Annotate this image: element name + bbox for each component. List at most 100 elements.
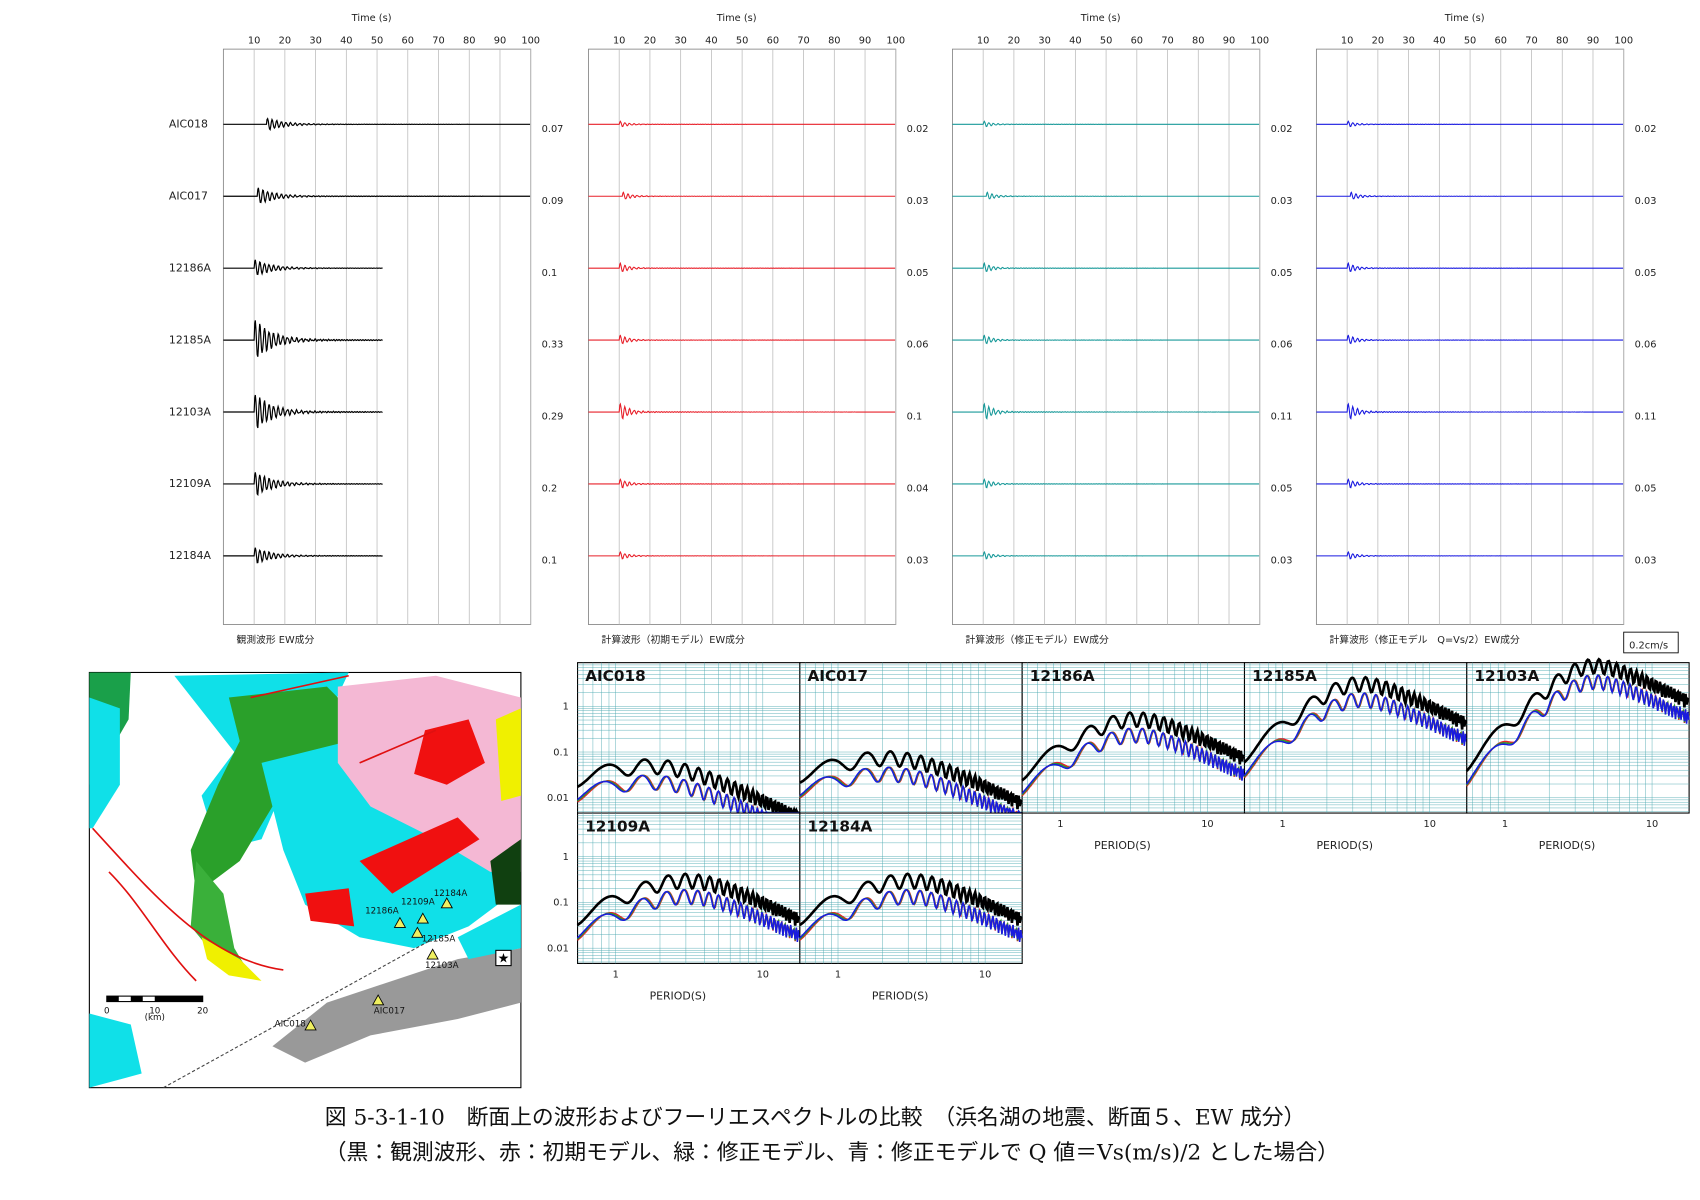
caption-line: （黒：観測波形、赤：初期モデル、緑：修正モデル、青：修正モデルで Q 値＝Vs(… bbox=[325, 1141, 1339, 1166]
spectrum-curve bbox=[799, 888, 1023, 943]
amplitude-label: 0.1 bbox=[907, 412, 923, 423]
amplitude-label: 0.05 bbox=[1271, 268, 1293, 279]
waveform-trace bbox=[1316, 402, 1624, 420]
amplitude-label: 0.03 bbox=[1271, 555, 1293, 566]
station-label: AIC017 bbox=[169, 190, 208, 203]
panel-caption: 計算波形（修正モデル）EW成分 bbox=[966, 633, 1109, 646]
x-tick-label: 80 bbox=[828, 36, 840, 47]
y-tick-label: 1 bbox=[563, 702, 569, 713]
amplitude-label: 0.05 bbox=[907, 268, 929, 279]
x-axis-label: PERIOD(S) bbox=[1316, 839, 1373, 852]
amplitude-label: 0.06 bbox=[1635, 340, 1657, 351]
amplitude-label: 0.03 bbox=[907, 555, 929, 566]
map-label: AIC018 bbox=[275, 1020, 306, 1030]
axis-title: Time (s) bbox=[1080, 13, 1121, 24]
station-marker bbox=[304, 1019, 317, 1031]
waveform-trace bbox=[223, 259, 383, 276]
x-tick-label: 30 bbox=[309, 36, 321, 47]
amplitude-label: 0.07 bbox=[542, 124, 564, 135]
x-tick-label: 80 bbox=[1192, 36, 1204, 47]
panel-caption: 計算波形（初期モデル）EW成分 bbox=[602, 633, 745, 646]
x-tick-label: 10 bbox=[1424, 819, 1436, 830]
station-label: 12103A bbox=[169, 405, 212, 418]
x-tick-label: 40 bbox=[340, 36, 352, 47]
map-region bbox=[414, 719, 485, 785]
amplitude-label: 0.03 bbox=[1271, 196, 1293, 207]
x-tick-label: 1 bbox=[1502, 819, 1508, 830]
x-tick-label: 80 bbox=[1556, 36, 1568, 47]
waveform-trace bbox=[223, 472, 383, 497]
map-region bbox=[272, 948, 521, 1063]
x-tick-label: 40 bbox=[705, 36, 717, 47]
x-tick-label: 70 bbox=[1161, 36, 1173, 47]
panel-label: 12186A bbox=[1030, 667, 1095, 685]
station-label: AIC018 bbox=[169, 118, 208, 131]
waveform-trace bbox=[1316, 334, 1624, 345]
map-region bbox=[190, 860, 251, 976]
spectrum-curve bbox=[576, 758, 800, 819]
waveform-trace bbox=[588, 261, 896, 272]
spectrum-curve bbox=[799, 872, 1023, 927]
spectrum-curve bbox=[576, 872, 801, 927]
map-label: 12109A bbox=[401, 898, 435, 908]
scale-bar bbox=[106, 995, 204, 1003]
amplitude-label: 0.04 bbox=[907, 484, 929, 495]
map-label: 12184A bbox=[434, 889, 468, 899]
panel-label: 12109A bbox=[585, 818, 650, 836]
fault-line bbox=[92, 674, 437, 982]
axis-title: Time (s) bbox=[1444, 13, 1485, 24]
scale-tick-label: 20 bbox=[197, 1007, 208, 1017]
waveform-trace bbox=[223, 547, 383, 564]
x-tick-label: 10 bbox=[1201, 819, 1213, 830]
x-tick-label: 10 bbox=[1341, 36, 1353, 47]
x-tick-label: 30 bbox=[674, 36, 686, 47]
spectrum-curve bbox=[576, 888, 801, 943]
spectrum-curve bbox=[1465, 657, 1690, 772]
x-tick-label: 50 bbox=[1464, 36, 1476, 47]
y-tick-label: 1 bbox=[563, 852, 569, 863]
x-axis-label: PERIOD(S) bbox=[650, 989, 707, 1002]
amplitude-label: 0.03 bbox=[1635, 555, 1657, 566]
amplitude-label: 0.05 bbox=[1271, 484, 1293, 495]
spectra-section: AIC018 AIC017 12186A 1 10 PERIOD(S) 12185A 1 10 P… bbox=[547, 657, 1690, 1002]
waveform-trace bbox=[952, 261, 1260, 272]
x-tick-label: 100 bbox=[886, 36, 905, 47]
x-tick-label: 10 bbox=[757, 970, 769, 981]
waveform-trace bbox=[588, 191, 896, 200]
waveform-trace bbox=[223, 187, 531, 204]
spectrum-curve bbox=[799, 750, 1023, 810]
waveform-trace bbox=[1316, 120, 1624, 128]
map-label: 12186A bbox=[365, 906, 399, 916]
spectrum-curve bbox=[1243, 675, 1468, 764]
x-axis-label: PERIOD(S) bbox=[1539, 839, 1596, 852]
amplitude-label: 0.1 bbox=[542, 268, 558, 279]
amplitude-label: 0.06 bbox=[907, 340, 929, 351]
station-label: 12185A bbox=[169, 333, 212, 346]
amplitude-label: 0.06 bbox=[1271, 340, 1293, 351]
x-tick-label: 1 bbox=[613, 970, 619, 981]
station-marker bbox=[411, 926, 424, 938]
panel-label: AIC018 bbox=[585, 667, 646, 685]
waveform-trace bbox=[952, 402, 1260, 420]
x-tick-label: 20 bbox=[1008, 36, 1020, 47]
amplitude-label: 0.33 bbox=[542, 340, 564, 351]
spectrum-panel bbox=[577, 812, 801, 964]
panel-label: 12103A bbox=[1474, 667, 1539, 685]
x-tick-label: 90 bbox=[1223, 36, 1235, 47]
x-axis-label: PERIOD(S) bbox=[1094, 839, 1151, 852]
waveform-trace bbox=[952, 191, 1260, 200]
panel-label: 12184A bbox=[808, 818, 873, 836]
x-tick-label: 80 bbox=[463, 36, 475, 47]
station-label: 12109A bbox=[169, 477, 212, 490]
map-region bbox=[89, 1013, 142, 1088]
spectrum-panel bbox=[799, 812, 1023, 964]
waveform-trace bbox=[223, 394, 383, 429]
map-region bbox=[457, 904, 521, 960]
axis-title: Time (s) bbox=[716, 13, 757, 24]
spectrum-curve bbox=[799, 766, 1022, 815]
map-region bbox=[359, 817, 480, 894]
waveform-trace bbox=[588, 334, 896, 345]
waveform-trace bbox=[1316, 550, 1624, 560]
waveform-trace bbox=[1316, 478, 1624, 489]
scale-bar-segment bbox=[154, 996, 203, 1002]
